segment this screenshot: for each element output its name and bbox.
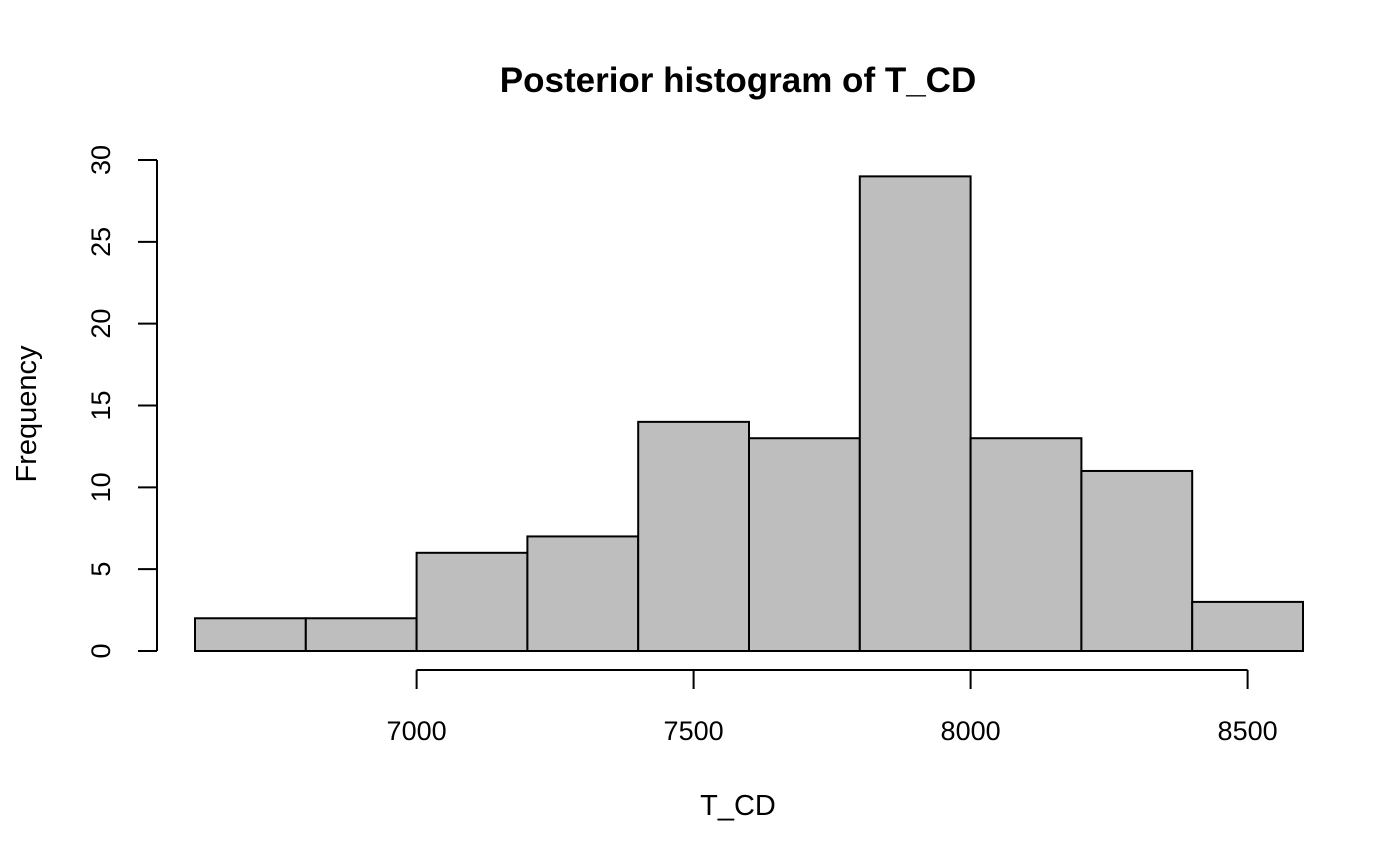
y-axis-label: Frequency — [11, 345, 43, 483]
y-axis: 0 5 10 15 20 25 30 — [86, 145, 158, 659]
y-tick-label: 20 — [86, 309, 116, 339]
y-tick-label: 25 — [86, 227, 116, 257]
y-tick-label: 10 — [86, 472, 116, 502]
x-tick-label: 8500 — [1218, 716, 1278, 746]
histogram-bar — [637, 420, 751, 652]
histogram-bar — [304, 617, 418, 652]
bars-group — [194, 175, 1304, 653]
histogram-bar — [748, 437, 861, 652]
histogram-bar — [858, 175, 972, 652]
x-axis: 7000 7500 8000 8500 — [387, 669, 1278, 746]
y-tick-label: 5 — [86, 562, 116, 577]
y-tick-label: 15 — [86, 390, 116, 420]
x-tick-label: 7500 — [664, 716, 724, 746]
histogram-bar — [526, 535, 640, 653]
histogram-bar — [194, 617, 307, 652]
x-tick-label: 8000 — [941, 716, 1001, 746]
histogram-bar — [969, 437, 1083, 652]
histogram-bar — [1191, 600, 1304, 653]
chart-title: Posterior histogram of T_CD — [500, 61, 976, 100]
histogram-bar — [415, 551, 529, 652]
x-axis-label: T_CD — [700, 790, 776, 822]
y-tick-label: 0 — [86, 643, 116, 658]
x-tick-label: 7000 — [387, 716, 447, 746]
y-tick-label: 30 — [86, 145, 116, 175]
histogram-bar — [1080, 469, 1194, 653]
